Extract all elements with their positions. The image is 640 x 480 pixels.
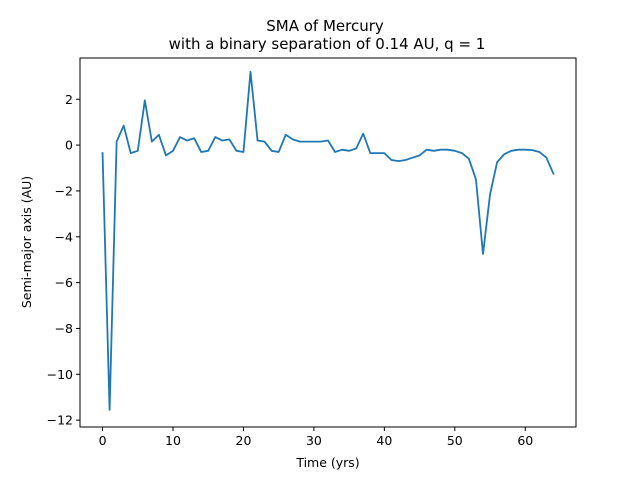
y-axis-ticks: 2 0 −2 −4 −6 −8 −10 −12 [47, 92, 80, 428]
y-tick-label: −4 [55, 229, 73, 244]
chart-subtitle: with a binary separation of 0.14 AU, q =… [169, 35, 486, 53]
x-tick-label: 20 [236, 433, 252, 448]
x-axis-ticks: 0 10 20 30 40 50 60 [99, 427, 533, 448]
y-tick-label: −10 [47, 367, 73, 382]
y-tick-label: −8 [55, 321, 73, 336]
y-tick-label: −12 [47, 413, 73, 428]
x-tick-label: 0 [99, 433, 107, 448]
x-axis-label: Time (yrs) [295, 455, 359, 470]
y-tick-label: −6 [55, 275, 73, 290]
y-tick-label: −2 [55, 183, 73, 198]
y-tick-label: 0 [65, 138, 73, 153]
plot-frame [79, 57, 577, 428]
x-tick-label: 30 [306, 433, 322, 448]
sma-series-line [101, 70, 555, 411]
chart-title: SMA of Mercury [266, 17, 384, 35]
x-tick-label: 60 [517, 433, 533, 448]
x-tick-label: 40 [376, 433, 392, 448]
y-tick-label: 2 [65, 92, 73, 107]
x-tick-label: 50 [447, 433, 463, 448]
x-tick-label: 10 [165, 433, 181, 448]
y-axis-label: Semi-major axis (AU) [19, 176, 34, 308]
